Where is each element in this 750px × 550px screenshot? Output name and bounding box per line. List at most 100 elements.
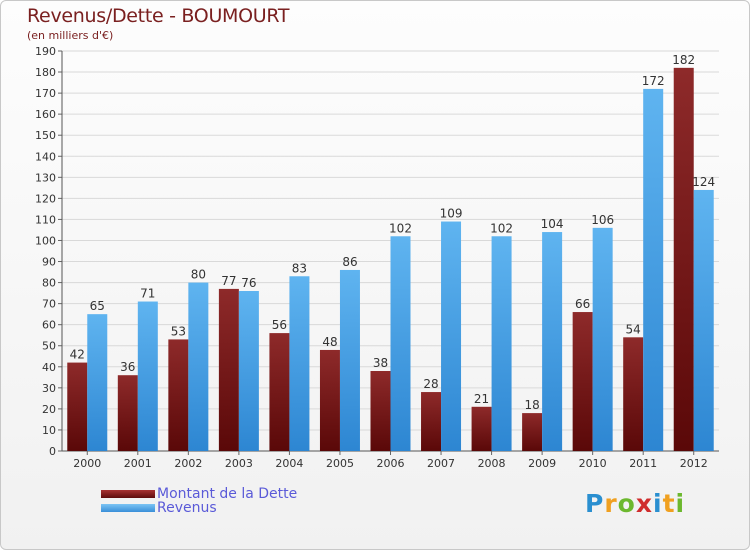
data-label: 42 xyxy=(70,348,85,362)
bar-dette xyxy=(623,337,644,451)
legend: Montant de la Dette Revenus xyxy=(101,486,298,516)
bar-dette xyxy=(572,312,593,451)
logo-letter: r xyxy=(604,489,618,518)
logo-letter: P xyxy=(585,489,605,518)
data-label: 53 xyxy=(171,324,186,338)
y-tick-label: 150 xyxy=(35,129,56,142)
data-label: 80 xyxy=(191,268,206,282)
bar-revenus xyxy=(87,314,108,451)
legend-item-revenus: Revenus xyxy=(101,500,297,516)
y-tick-label: 20 xyxy=(42,403,56,416)
bar-revenus xyxy=(238,291,259,451)
data-label: 77 xyxy=(221,274,236,288)
data-label: 38 xyxy=(373,356,388,370)
y-tick-label: 40 xyxy=(42,361,56,374)
bar-revenus xyxy=(643,88,664,451)
chart-title: Revenus/Dette - BOUMOURT xyxy=(27,5,290,27)
bar-revenus xyxy=(693,189,714,451)
x-tick-label: 2003 xyxy=(225,457,253,470)
x-tick-label: 2000 xyxy=(73,457,101,470)
data-label: 172 xyxy=(642,74,665,88)
bar-revenus xyxy=(592,227,613,451)
bar-dette xyxy=(67,362,88,451)
x-tick-label: 2006 xyxy=(377,457,405,470)
bar-revenus xyxy=(441,221,462,451)
x-tick-label: 2001 xyxy=(124,457,152,470)
y-tick-label: 70 xyxy=(42,298,56,311)
y-tick-label: 30 xyxy=(42,382,56,395)
legend-item-dette: Montant de la Dette xyxy=(101,486,298,502)
x-tick-label: 2008 xyxy=(478,457,506,470)
x-tick-label: 2004 xyxy=(275,457,303,470)
bar-dette xyxy=(319,349,340,451)
logo-letter: t xyxy=(662,489,676,518)
bar-dette xyxy=(370,371,391,451)
bar-dette xyxy=(269,333,290,451)
bar-dette xyxy=(421,392,442,451)
y-tick-label: 0 xyxy=(49,445,56,458)
data-label: 102 xyxy=(490,221,513,235)
data-label: 48 xyxy=(322,335,337,349)
x-tick-label: 2005 xyxy=(326,457,354,470)
data-label: 102 xyxy=(389,221,412,235)
bar-dette xyxy=(471,406,492,451)
data-label: 21 xyxy=(474,392,489,406)
y-tick-label: 80 xyxy=(42,277,56,290)
data-label: 124 xyxy=(692,175,715,189)
y-tick-label: 160 xyxy=(35,108,56,121)
legend-label-revenus: Revenus xyxy=(157,500,217,516)
bar-dette xyxy=(168,339,189,451)
logo-letter: i xyxy=(675,489,686,518)
bar-revenus xyxy=(339,269,360,451)
bar-dette xyxy=(117,375,138,451)
x-tick-label: 2012 xyxy=(680,457,708,470)
bar-revenus xyxy=(390,236,411,451)
data-label: 54 xyxy=(626,322,641,336)
bar-dette xyxy=(673,67,694,451)
data-label: 18 xyxy=(524,398,539,412)
bar-revenus xyxy=(491,236,512,451)
bar-dette xyxy=(522,413,543,451)
proxiti-logo: Proxiti xyxy=(585,489,685,518)
data-label: 66 xyxy=(575,297,590,311)
bar-revenus xyxy=(137,301,158,451)
x-tick-label: 2011 xyxy=(629,457,657,470)
chart-subtitle: (en milliers d'€) xyxy=(27,29,114,42)
bar-revenus xyxy=(542,232,563,451)
data-label: 106 xyxy=(591,213,614,227)
y-tick-label: 110 xyxy=(35,213,56,226)
data-label: 36 xyxy=(120,360,135,374)
data-label: 83 xyxy=(292,261,307,275)
data-label: 56 xyxy=(272,318,287,332)
legend-swatch-revenus xyxy=(101,504,155,512)
y-tick-label: 100 xyxy=(35,234,56,247)
x-tick-label: 2007 xyxy=(427,457,455,470)
data-label: 65 xyxy=(90,299,105,313)
y-tick-label: 50 xyxy=(42,340,56,353)
data-label: 76 xyxy=(241,276,256,290)
y-tick-label: 130 xyxy=(35,171,56,184)
y-tick-label: 10 xyxy=(42,424,56,437)
y-tick-label: 120 xyxy=(35,192,56,205)
y-tick-label: 180 xyxy=(35,66,56,79)
data-label: 182 xyxy=(672,53,695,67)
data-label: 28 xyxy=(423,377,438,391)
y-tick-label: 190 xyxy=(35,45,56,58)
bar-revenus xyxy=(188,282,209,451)
data-label: 71 xyxy=(140,287,155,301)
y-tick-label: 90 xyxy=(42,256,56,269)
logo-letter: o xyxy=(617,489,636,518)
x-tick-label: 2009 xyxy=(528,457,556,470)
legend-label-dette: Montant de la Dette xyxy=(157,486,298,502)
logo-letter: x xyxy=(635,489,653,518)
logo-letter: i xyxy=(653,489,663,518)
y-tick-label: 60 xyxy=(42,319,56,332)
data-label: 86 xyxy=(342,255,357,269)
legend-swatch-dette xyxy=(101,490,155,498)
data-label: 104 xyxy=(541,217,564,231)
data-label: 109 xyxy=(440,207,463,221)
bar-revenus xyxy=(289,276,310,451)
x-tick-label: 2010 xyxy=(579,457,607,470)
